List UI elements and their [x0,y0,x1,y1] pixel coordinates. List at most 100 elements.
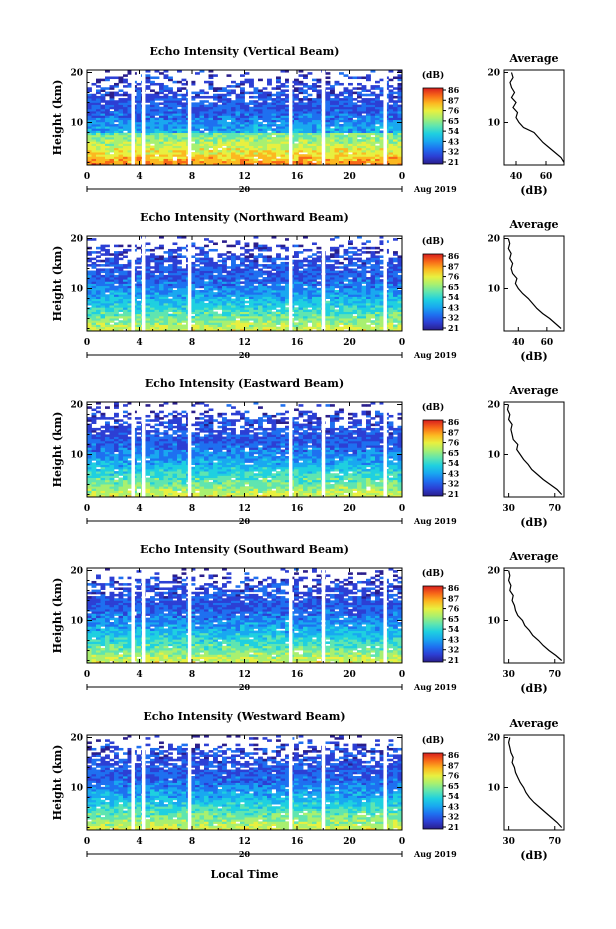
heatmap-cell [276,160,281,164]
heatmap-cell [145,139,151,142]
heatmap-cell [325,322,331,325]
heatmap-cell [267,139,272,142]
heatmap-cell [172,115,178,118]
heatmap-cell [357,296,362,300]
heatmap-cell [366,98,371,101]
heatmap-cell [240,113,245,116]
heatmap-cell [253,328,259,332]
heatmap-cell [393,274,398,278]
heatmap-cell [217,274,223,278]
heatmap-cell [348,89,353,92]
heatmap-cell [352,287,358,291]
heatmap-cell [357,111,362,114]
heatmap-cell [352,246,358,250]
heatmap-cell [271,328,277,332]
heatmap-cell [168,147,173,151]
heatmap-cell [195,152,200,155]
heatmap-cell [91,313,97,317]
heatmap-cell [267,108,272,112]
heatmap-cell [163,300,169,304]
heatmap-cell [334,318,340,321]
heatmap-cell [127,309,133,312]
heatmap-cell [262,113,268,116]
heatmap-cell [190,281,196,284]
heatmap-cell [222,318,227,321]
heatmap-cell [258,102,263,105]
heatmap-cell [127,156,133,159]
heatmap-cell [258,320,263,323]
heatmap-cell [325,111,331,114]
heatmap-cell [91,156,97,159]
heatmap-cell [181,320,187,323]
heatmap-cell [267,264,272,267]
heatmap-cell [199,160,205,164]
heatmap-cell [118,294,124,297]
heatmap-cell [240,117,245,121]
heatmap-cell [114,76,119,80]
heatmap-cell [199,121,205,125]
heatmap-cell [217,113,223,116]
heatmap-cell [298,160,304,164]
heatmap-cell [388,266,394,269]
heatmap-cell [204,134,209,138]
heatmap-cell [294,285,299,289]
heatmap-cell [330,113,335,116]
heatmap-cell [159,274,164,278]
heatmap-cell [123,270,128,274]
heatmap-cell [307,160,313,164]
heatmap-cell [334,305,340,308]
heatmap-cell [307,145,313,149]
heatmap-cell [96,145,101,149]
heatmap-cell [244,141,250,144]
heatmap-cell [208,272,214,276]
heatmap-cell [96,152,101,155]
heatmap-cell [276,106,281,110]
heatmap-cell [105,315,110,319]
heatmap-cell [388,315,394,319]
heatmap-cell [361,102,367,105]
heatmap-cell [339,289,344,293]
heatmap-cell [316,313,322,317]
heatmap-cell [114,115,119,118]
heatmap-cell [388,85,394,88]
heatmap-cell [127,160,133,164]
heatmap-cell [249,313,254,317]
heatmap-cell [357,257,362,261]
heatmap-cell [136,160,142,164]
heatmap-cell [159,311,164,315]
heatmap-cell [280,117,286,121]
heatmap-cell [172,117,178,121]
heatmap-cell [343,89,349,92]
heatmap-cell [397,292,403,295]
heatmap-cell [258,285,263,289]
heatmap-cell [312,152,317,155]
heatmap-cell [244,126,250,129]
heatmap-cell [316,126,322,129]
heatmap-cell [127,279,133,282]
heatmap-cell [204,277,209,280]
heatmap-cell [208,95,214,99]
heatmap-cell [154,141,160,144]
heatmap-cell [177,289,182,293]
heatmap-cell [348,315,353,319]
heatmap-cell [253,95,259,99]
heatmap-cell [294,123,299,127]
heatmap-cell [258,272,263,276]
heatmap-cell [136,328,142,332]
heatmap-cell [118,320,124,323]
heatmap-cell [145,305,151,308]
heatmap-cell [343,296,349,300]
heatmap-cell [195,318,200,321]
heatmap-cell [397,139,403,142]
heatmap-cell [172,123,178,127]
heatmap-cell [222,261,227,265]
heatmap-cell [136,158,142,162]
heatmap-cell [249,264,254,267]
heatmap-cell [379,145,385,149]
heatmap-cell [375,156,380,159]
heatmap-cell [361,307,367,310]
heatmap-cell [109,136,115,140]
heatmap-cell [154,266,160,269]
heatmap-cell [114,302,119,306]
heatmap-cell [271,136,277,140]
